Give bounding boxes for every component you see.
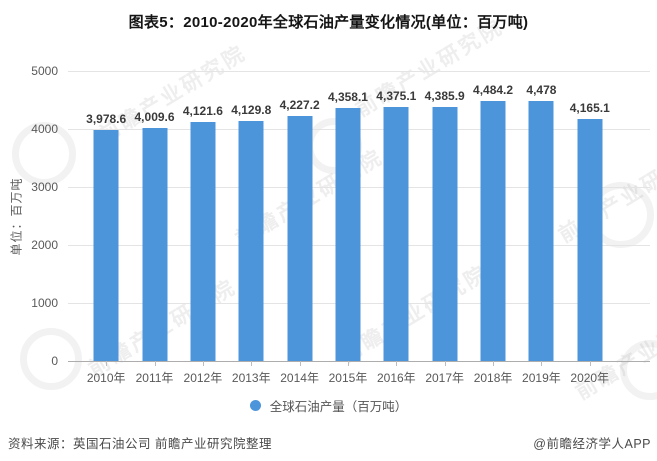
- bar-slot-2017年: 4,385.9 2017年: [421, 71, 469, 385]
- bar-2010年: [93, 130, 119, 361]
- x-axis-tick: [541, 361, 543, 366]
- bar-value-label: 4,129.8: [231, 103, 272, 117]
- y-tick-label: 1000: [31, 296, 58, 310]
- x-tick-label: 2018年: [473, 371, 513, 385]
- data-source-note: 资料来源：英国石油公司 前瞻产业研究院整理: [8, 437, 272, 451]
- bar-2017年: [432, 107, 458, 361]
- bar-value-label: 4,385.9: [424, 89, 465, 103]
- x-axis-tick: [202, 361, 204, 366]
- bar-value-label: 4,227.2: [279, 98, 320, 112]
- x-axis-tick: [299, 361, 301, 366]
- bar-slot-2018年: 4,484.2 2018年: [469, 71, 517, 385]
- bar-value-label: 4,358.1: [327, 90, 368, 104]
- bar-chart: 单位：百万吨 5000 4000 3000 2000 1000 0 3,978.6 2010…: [0, 52, 657, 397]
- bar-value-label: 4,009.6: [134, 110, 175, 124]
- gridline: [68, 71, 650, 72]
- x-axis-tick: [589, 361, 591, 366]
- bar-slot-2016年: 4,375.1 2016年: [372, 71, 420, 385]
- x-axis-tick: [347, 361, 349, 366]
- bar-slot-2020年: 4,165.1 2020年: [566, 71, 614, 385]
- y-tick-label: 2000: [31, 238, 58, 252]
- chart-title: 图表5：2010-2020年全球石油产量变化情况(单位：百万吨): [128, 14, 529, 31]
- x-tick-label: 2019年: [522, 371, 561, 385]
- y-tick-label: 3000: [31, 180, 58, 194]
- bar-2015年: [335, 108, 361, 361]
- y-axis-labels: 5000 4000 3000 2000 1000 0: [0, 64, 62, 368]
- x-tick-label: 2011年: [135, 371, 174, 385]
- bar-value-label: 4,478: [526, 83, 557, 97]
- x-axis-tick: [444, 361, 446, 366]
- y-tick-label: 0: [51, 354, 58, 368]
- bar-2011年: [142, 128, 168, 361]
- legend-label: 全球石油产量（百万吨）: [269, 400, 408, 414]
- x-tick-label: 2016年: [376, 371, 416, 385]
- bar-slot-2015年: 4,358.1 2015年: [324, 71, 372, 385]
- legend-marker-icon: [249, 400, 261, 411]
- bar-value-label: 4,375.1: [376, 89, 417, 103]
- x-tick-label: 2013年: [231, 371, 271, 385]
- x-tick-label: 2014年: [280, 371, 319, 385]
- bars-area: 3,978.6 2010年 4,009.6 2011年 4,121.6 2012年 4,12…: [82, 71, 614, 385]
- chart-legend: 全球石油产量（百万吨）: [0, 396, 657, 416]
- bar-slot-2019年: 4,478 2019年: [517, 71, 565, 385]
- x-axis-tick: [251, 361, 253, 366]
- x-axis-tick: [154, 361, 156, 366]
- plot-area: 3,978.6 2010年 4,009.6 2011年 4,121.6 2012年 4,12…: [68, 71, 650, 385]
- bar-slot-2010年: 3,978.6 2010年: [82, 71, 130, 385]
- bar-slot-2011年: 4,009.6 2011年: [130, 71, 178, 385]
- x-tick-label: 2020年: [570, 371, 610, 385]
- bar-2014年: [287, 116, 313, 361]
- bar-2016年: [383, 107, 409, 361]
- bar-value-label: 4,121.6: [182, 104, 223, 118]
- bar-slot-2013年: 4,129.8 2013年: [227, 71, 275, 385]
- x-axis-tick: [396, 361, 398, 366]
- x-axis-tick: [106, 361, 108, 366]
- bar-value-label: 4,165.1: [569, 101, 610, 115]
- x-tick-label: 2017年: [425, 371, 465, 385]
- bar-slot-2014年: 4,227.2 2014年: [275, 71, 323, 385]
- y-tick-label: 4000: [31, 122, 58, 136]
- bar-value-label: 4,484.2: [473, 83, 514, 97]
- x-tick-label: 2015年: [328, 371, 368, 385]
- x-tick-label: 2012年: [183, 371, 223, 385]
- bar-2013年: [238, 121, 264, 361]
- x-axis-tick: [493, 361, 495, 366]
- bar-2019年: [528, 101, 554, 361]
- bar-slot-2012年: 4,121.6 2012年: [179, 71, 227, 385]
- x-tick-label: 2010年: [86, 371, 126, 385]
- bar-2018年: [480, 101, 506, 361]
- bar-value-label: 3,978.6: [86, 112, 127, 126]
- y-tick-label: 5000: [31, 64, 58, 78]
- bar-2020年: [577, 119, 603, 361]
- bar-2012年: [190, 122, 216, 361]
- credit-note: @前瞻经济学人APP: [533, 437, 651, 451]
